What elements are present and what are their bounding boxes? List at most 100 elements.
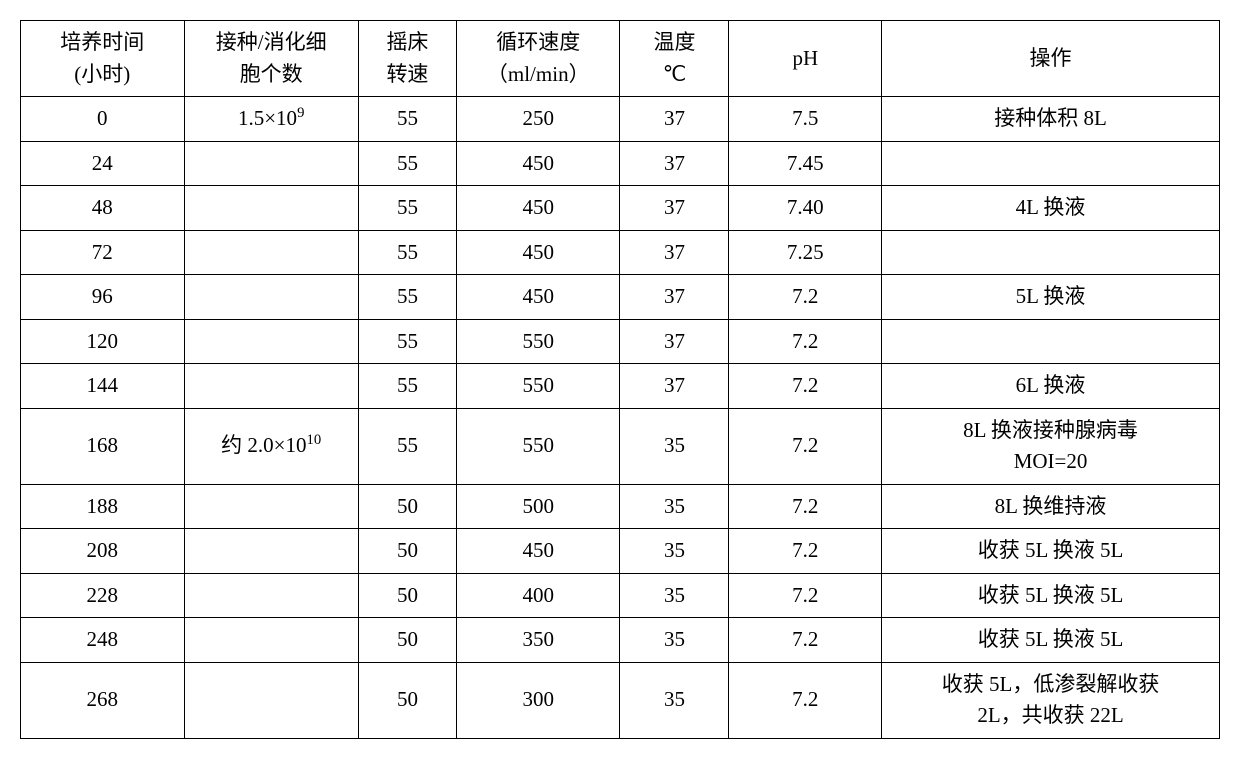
table-row: 24850350357.2收获 5L 换液 5L [21, 618, 1220, 663]
cell-shaker: 55 [358, 319, 456, 364]
table-row: 144 55550377.26L 换液 [21, 364, 1220, 409]
table-row: 18850500357.28L 换维持液 [21, 484, 1220, 529]
cell-ph: 7.2 [729, 319, 882, 364]
cell-cells [184, 364, 358, 409]
table-row: 96 55450377.25L 换液 [21, 275, 1220, 320]
cell-cycle: 550 [456, 408, 620, 484]
cell-cycle: 450 [456, 186, 620, 231]
cell-cycle: 450 [456, 275, 620, 320]
cell-op: 接种体积 8L [882, 97, 1220, 142]
cell-cells [184, 662, 358, 738]
cell-ph: 7.2 [729, 618, 882, 663]
cell-temp: 35 [620, 408, 729, 484]
cell-cells [184, 573, 358, 618]
cell-cycle: 250 [456, 97, 620, 142]
cell-ph: 7.5 [729, 97, 882, 142]
cell-time: 168 [21, 408, 185, 484]
cell-shaker: 50 [358, 529, 456, 574]
table-body: 01.5×10955250377.5接种体积 8L2455450377.4548… [21, 97, 1220, 739]
cell-op: 收获 5L 换液 5L [882, 618, 1220, 663]
cell-cells [184, 484, 358, 529]
cell-shaker: 55 [358, 275, 456, 320]
cell-time: 120 [21, 319, 185, 364]
cell-temp: 37 [620, 186, 729, 231]
cell-temp: 37 [620, 319, 729, 364]
cell-cells [184, 529, 358, 574]
cell-ph: 7.2 [729, 275, 882, 320]
cell-cells [184, 275, 358, 320]
cell-op [882, 230, 1220, 275]
cell-cells [184, 319, 358, 364]
cell-cycle: 450 [456, 230, 620, 275]
cell-op: 5L 换液 [882, 275, 1220, 320]
cell-time: 48 [21, 186, 185, 231]
cell-shaker: 55 [358, 97, 456, 142]
cell-time: 96 [21, 275, 185, 320]
cell-cycle: 450 [456, 529, 620, 574]
table-row: 22850400357.2收获 5L 换液 5L [21, 573, 1220, 618]
table-header-row: 培养时间(小时) 接种/消化细胞个数 摇床转速 循环速度（ml/min） 温度℃… [21, 21, 1220, 97]
cell-cycle: 300 [456, 662, 620, 738]
table-row: 72 55450377.25 [21, 230, 1220, 275]
cell-cells: 1.5×109 [184, 97, 358, 142]
cell-op: 收获 5L 换液 5L [882, 573, 1220, 618]
cell-ph: 7.40 [729, 186, 882, 231]
cell-temp: 35 [620, 618, 729, 663]
cell-ph: 7.2 [729, 573, 882, 618]
cell-cycle: 550 [456, 364, 620, 409]
cell-shaker: 55 [358, 364, 456, 409]
table-row: 26850300357.2收获 5L，低渗裂解收获2L，共收获 22L [21, 662, 1220, 738]
cell-temp: 35 [620, 529, 729, 574]
cell-cells [184, 186, 358, 231]
cell-ph: 7.2 [729, 662, 882, 738]
cell-op: 6L 换液 [882, 364, 1220, 409]
cell-temp: 37 [620, 141, 729, 186]
cell-cycle: 550 [456, 319, 620, 364]
cell-time: 228 [21, 573, 185, 618]
cell-time: 208 [21, 529, 185, 574]
cell-cycle: 400 [456, 573, 620, 618]
cell-temp: 37 [620, 364, 729, 409]
cell-time: 268 [21, 662, 185, 738]
cell-shaker: 50 [358, 662, 456, 738]
cell-cycle: 450 [456, 141, 620, 186]
cell-op: 8L 换维持液 [882, 484, 1220, 529]
table-row: 168约 2.0×101055550357.28L 换液接种腺病毒MOI=20 [21, 408, 1220, 484]
cell-shaker: 55 [358, 408, 456, 484]
cell-shaker: 55 [358, 186, 456, 231]
col-header-op: 操作 [882, 21, 1220, 97]
table-row: 01.5×10955250377.5接种体积 8L [21, 97, 1220, 142]
cell-ph: 7.25 [729, 230, 882, 275]
cell-shaker: 50 [358, 484, 456, 529]
cell-time: 72 [21, 230, 185, 275]
cell-temp: 37 [620, 230, 729, 275]
cell-time: 248 [21, 618, 185, 663]
cell-cells [184, 141, 358, 186]
cell-cycle: 500 [456, 484, 620, 529]
cell-time: 24 [21, 141, 185, 186]
cell-shaker: 50 [358, 618, 456, 663]
cell-temp: 35 [620, 662, 729, 738]
col-header-temp: 温度℃ [620, 21, 729, 97]
cell-op [882, 319, 1220, 364]
cell-op [882, 141, 1220, 186]
culture-table: 培养时间(小时) 接种/消化细胞个数 摇床转速 循环速度（ml/min） 温度℃… [20, 20, 1220, 739]
cell-ph: 7.2 [729, 408, 882, 484]
col-header-shaker: 摇床转速 [358, 21, 456, 97]
table-row: 4855450377.404L 换液 [21, 186, 1220, 231]
col-header-cycle: 循环速度（ml/min） [456, 21, 620, 97]
cell-op: 8L 换液接种腺病毒MOI=20 [882, 408, 1220, 484]
cell-ph: 7.2 [729, 364, 882, 409]
table-row: 24 55450377.45 [21, 141, 1220, 186]
cell-time: 144 [21, 364, 185, 409]
cell-temp: 37 [620, 275, 729, 320]
cell-ph: 7.45 [729, 141, 882, 186]
cell-time: 188 [21, 484, 185, 529]
cell-temp: 35 [620, 573, 729, 618]
col-header-time: 培养时间(小时) [21, 21, 185, 97]
cell-cells: 约 2.0×1010 [184, 408, 358, 484]
cell-shaker: 55 [358, 141, 456, 186]
cell-time: 0 [21, 97, 185, 142]
col-header-ph: pH [729, 21, 882, 97]
cell-shaker: 55 [358, 230, 456, 275]
